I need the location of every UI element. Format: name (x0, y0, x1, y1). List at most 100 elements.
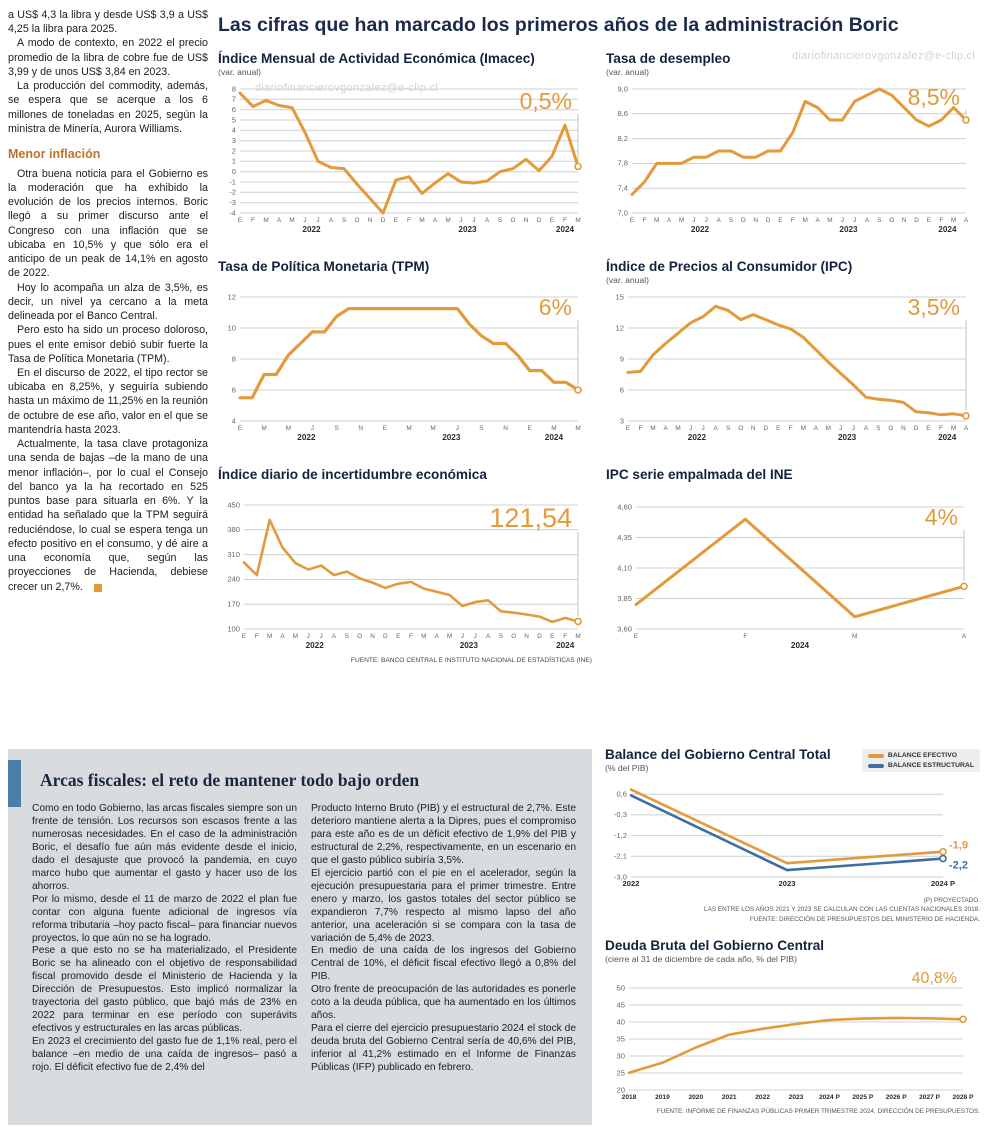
svg-text:M: M (575, 217, 580, 224)
fiscal-column-2: Producto Interno Bruto (PIB) y el estruc… (311, 803, 576, 1075)
svg-text:J: J (689, 425, 692, 432)
svg-text:A: A (667, 217, 672, 224)
svg-text:3: 3 (232, 136, 236, 145)
incert-series-line (242, 518, 580, 624)
svg-text:J: J (853, 217, 856, 224)
svg-text:N: N (370, 633, 375, 640)
svg-text:7: 7 (232, 95, 236, 104)
legend-item-estructural: BALANCE ESTRUCTURAL (867, 762, 974, 769)
balance-series-line (629, 794, 945, 872)
endpoint-marker (574, 162, 582, 171)
svg-text:2027 P: 2027 P (919, 1094, 941, 1101)
svg-text:M: M (447, 633, 452, 640)
svg-text:F: F (789, 425, 793, 432)
endpoint-marker (959, 1015, 967, 1023)
text-line: Producto Interno Bruto (PIB) y el estruc… (311, 803, 576, 866)
svg-text:M: M (575, 425, 580, 432)
svg-text:J: J (852, 425, 855, 432)
svg-text:O: O (357, 633, 362, 640)
endpoint-marker (962, 116, 970, 124)
text-line: Hoy lo acompaña un alza de 3,5%, es deci… (8, 281, 208, 323)
svg-text:2019: 2019 (655, 1094, 670, 1101)
svg-text:A: A (716, 217, 721, 224)
svg-text:-3,0: -3,0 (614, 872, 627, 881)
incertidumbre-line-chart: 450 380 310 240 170 100 E F M A M J J A S O N D E F M A M J J A S O… (218, 497, 592, 655)
svg-text:M: M (654, 217, 659, 224)
endpoint-marker (574, 617, 582, 626)
chart-callout: 121,54 (489, 503, 572, 533)
svg-text:6: 6 (232, 105, 236, 114)
svg-text:4: 4 (232, 416, 236, 425)
series-callout: -2,2 (949, 860, 968, 872)
text-line: En el discurso de 2022, el tipo rector s… (8, 367, 208, 436)
svg-text:2022: 2022 (755, 1094, 770, 1101)
svg-text:F: F (939, 217, 943, 224)
chart-subtitle: (var. anual) (606, 275, 649, 285)
svg-text:2026 P: 2026 P (886, 1094, 908, 1101)
chart-title: Tasa de desempleo (606, 51, 731, 66)
svg-text:S: S (479, 425, 483, 432)
svg-text:F: F (251, 217, 255, 224)
endpoint-marker (939, 847, 947, 856)
svg-text:J: J (311, 425, 314, 432)
chart-subtitle: (var. anual) (218, 67, 261, 77)
svg-text:A: A (329, 217, 334, 224)
page-title: Las cifras que han marcado los primeros … (218, 14, 899, 36)
svg-text:D: D (763, 425, 768, 432)
svg-text:8: 8 (232, 354, 236, 363)
svg-text:S: S (342, 217, 346, 224)
text-line: a US$ 4,3 la libra y desde US$ 3,9 a US$… (8, 9, 208, 36)
title-accent-bar (8, 760, 21, 807)
text-line: FUENTE: DIRECCIÓN DE PRESUPUESTOS DEL MI… (749, 915, 980, 923)
svg-text:9,0: 9,0 (617, 84, 628, 93)
svg-text:2023: 2023 (789, 1094, 804, 1101)
desempleo-line-chart: 9,0 8,6 8,2 7,8 7,4 7,0 E F M A M J J A S O N D E F M A M J J A S O… (606, 81, 980, 239)
chart-callout: 40,8% (912, 970, 957, 987)
estructural-swatch (867, 763, 884, 768)
svg-text:J: J (303, 217, 306, 224)
desempleo-svg: 9,08,68,27,87,47,0E F M A M J J A S O N D E F M A M J J A S O… (617, 84, 970, 234)
svg-text:E: E (238, 425, 242, 432)
svg-text:F: F (255, 633, 259, 640)
svg-text:2024: 2024 (791, 641, 810, 650)
text-line: Como en todo Gobierno, las arcas fiscale… (32, 803, 297, 892)
svg-text:-1: -1 (229, 177, 236, 186)
svg-text:S: S (726, 425, 730, 432)
svg-text:3,60: 3,60 (617, 624, 632, 633)
svg-text:2024 P: 2024 P (819, 1094, 841, 1101)
chart-callout: 3,5% (908, 294, 960, 320)
chart-subtitle (218, 483, 592, 495)
svg-text:2023: 2023 (838, 433, 857, 442)
svg-text:2024: 2024 (938, 433, 957, 442)
svg-text:J: J (472, 217, 475, 224)
svg-text:E: E (927, 217, 931, 224)
svg-text:M: M (801, 425, 806, 432)
svg-text:J: J (692, 217, 695, 224)
svg-text:5: 5 (232, 115, 236, 124)
svg-text:2020: 2020 (688, 1094, 703, 1101)
endpoint-marker (960, 582, 968, 591)
chart-title: Índice diario de incertidumbre económica (218, 467, 487, 482)
ipc-line-chart: 15 12 9 6 3 E F M A M J J A S O N D E F M A M J J A S O N D E F M A 2022 2… (606, 289, 980, 447)
endpoint-marker (939, 854, 947, 863)
balance-series-line (629, 788, 945, 865)
svg-text:D: D (537, 217, 542, 224)
svg-text:O: O (355, 217, 360, 224)
svg-text:2023: 2023 (458, 225, 477, 234)
chart-title: Índice Mensual de Actividad Económica (I… (218, 51, 535, 66)
svg-text:-2,1: -2,1 (614, 852, 627, 861)
svg-text:M: M (293, 633, 298, 640)
ipc-empalmado-line-chart: 4,60 4,35 4,10 3,85 3,60 E F M A 2024 4% (606, 497, 980, 655)
svg-text:M: M (286, 425, 291, 432)
svg-text:2021: 2021 (722, 1094, 737, 1101)
empalmada-svg: 4,60 4,35 4,10 3,85 3,60E F M A 2024 4% (617, 502, 968, 650)
svg-text:D: D (766, 217, 771, 224)
svg-text:N: N (902, 217, 907, 224)
svg-text:M: M (445, 217, 450, 224)
balance-line-chart: 0,6 -0,3 -1,2 -2,1 -3,0 2022 2023 2024 P -1,9 -2,… (605, 777, 980, 895)
